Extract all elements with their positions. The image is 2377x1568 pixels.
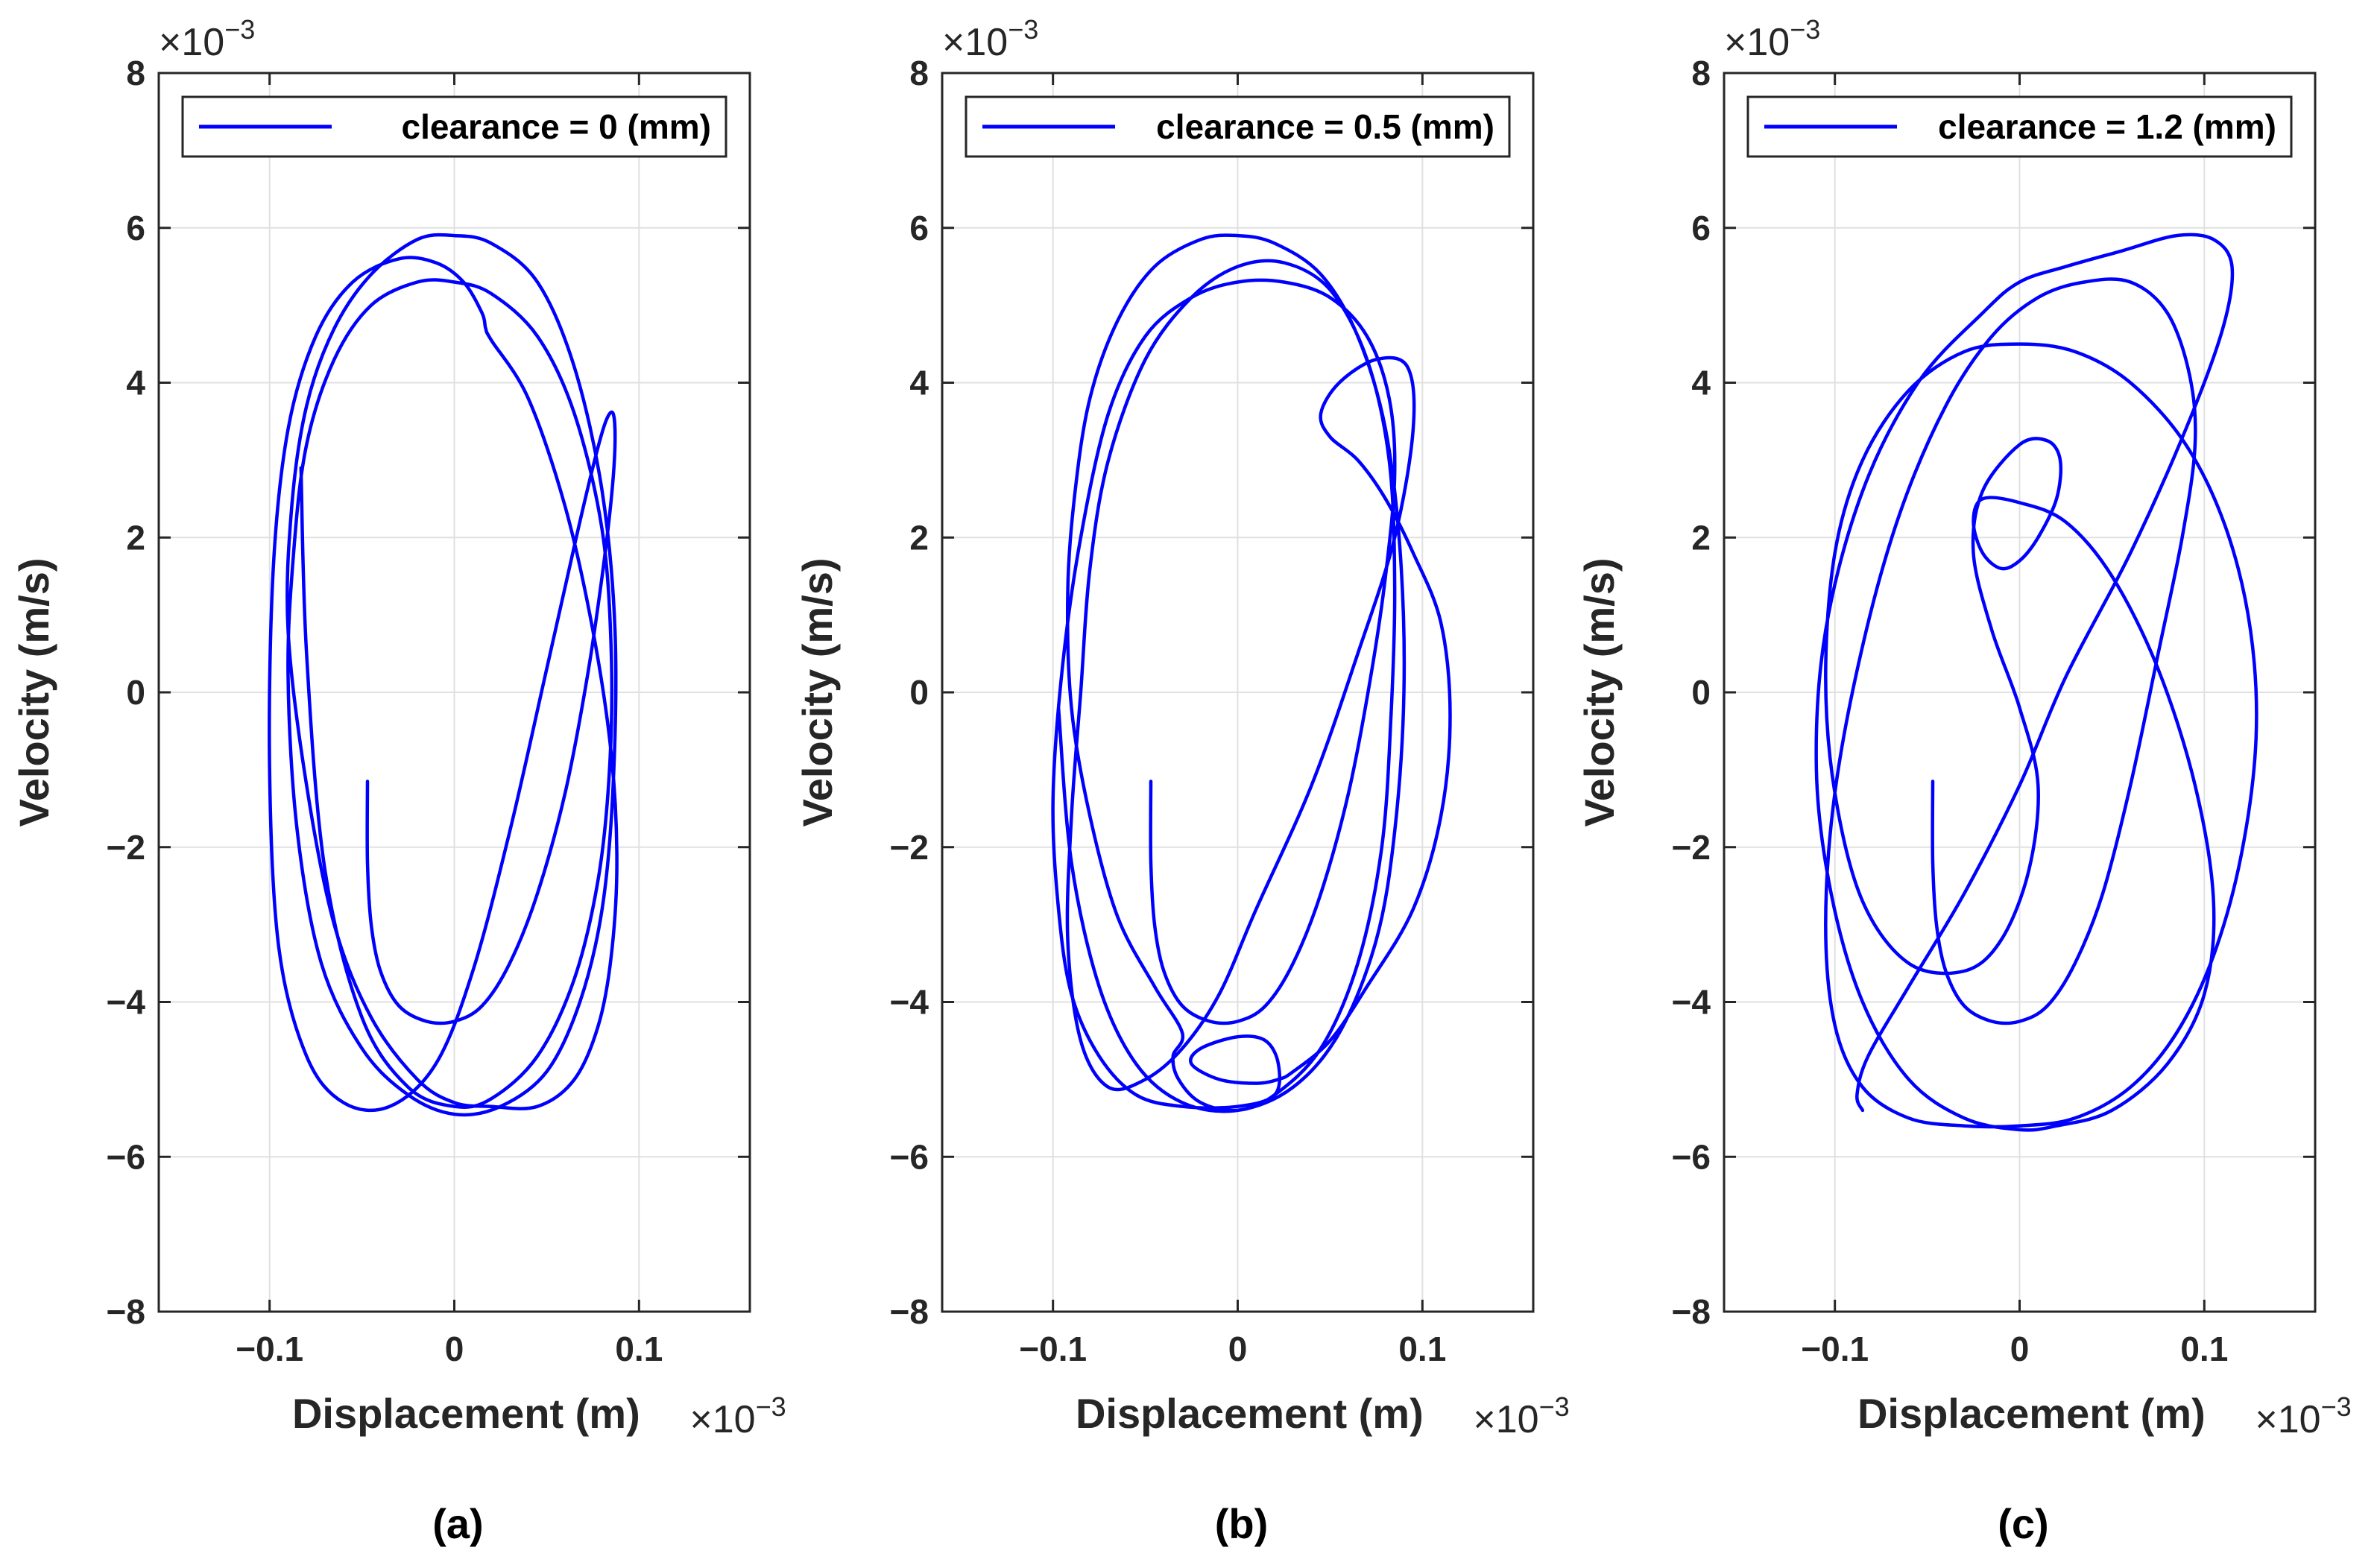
y-axis-label: Velocity (m/s): [1576, 557, 1623, 826]
y-axis-label: Velocity (m/s): [794, 557, 841, 826]
legend-entry-label: clearance = 1.2 (mm): [1938, 107, 2276, 146]
legend-entry-label: clearance = 0.5 (mm): [1156, 107, 1494, 146]
y-tick-label: 0: [909, 673, 929, 712]
y-tick-label: −4: [1672, 983, 1711, 1022]
y-tick-label: −2: [107, 828, 145, 867]
phase-trajectory-series-1: [268, 233, 619, 1117]
y-tick-label: 4: [126, 364, 145, 402]
legend: clearance = 1.2 (mm): [1746, 95, 2293, 158]
x-tick-label: −0.1: [236, 1330, 303, 1368]
x-axis-multiplier: ×10−3: [1473, 1391, 1569, 1441]
x-tick-label: 0.1: [615, 1330, 663, 1368]
x-tick-label: 0: [445, 1330, 464, 1368]
y-axis-multiplier-exponent: −3: [1008, 14, 1038, 45]
x-axis-multiplier-exponent: −3: [2321, 1391, 2352, 1422]
y-tick-label: −4: [107, 983, 146, 1022]
subplot-caption: (b): [1215, 1500, 1269, 1547]
y-tick-label: 2: [126, 518, 145, 557]
x-tick-label: −0.1: [1019, 1330, 1087, 1368]
phase-trajectory-series-1: [1814, 233, 2258, 1132]
x-axis-label: Displacement (m): [292, 1390, 640, 1437]
y-axis-multiplier: ×10−3: [942, 14, 1038, 64]
y-tick-label: 0: [1691, 673, 1711, 712]
y-tick-label: −4: [890, 983, 929, 1022]
subplot-caption: (c): [1998, 1500, 2048, 1547]
y-axis-multiplier-exponent: −3: [224, 14, 255, 45]
y-tick-label: −6: [107, 1137, 145, 1176]
y-tick-label: 0: [126, 673, 145, 712]
x-axis-multiplier-exponent: −3: [1539, 1391, 1570, 1422]
y-tick-label: 2: [909, 518, 929, 557]
legend-box: [1746, 95, 2293, 158]
subplot-caption: (a): [432, 1500, 483, 1547]
legend-box: [965, 95, 1511, 158]
y-tick-label: 8: [909, 54, 929, 92]
subplot-1: −0.1 0 0.1 −8 −6 −4 −2 0 2 4 6 8 ×10−3 Displacement (…: [10, 14, 786, 1547]
y-tick-label: −6: [890, 1137, 929, 1176]
x-axis-multiplier: ×10−3: [689, 1391, 786, 1441]
legend: clearance = 0 (mm): [181, 95, 727, 158]
y-tick-label: 4: [909, 364, 929, 402]
y-axis-multiplier: ×10−3: [159, 14, 255, 64]
x-tick-label: 0: [2010, 1330, 2030, 1368]
y-tick-label: 4: [1691, 364, 1711, 402]
legend-entry-label: clearance = 0 (mm): [401, 107, 711, 146]
y-tick-label: 6: [1691, 209, 1711, 247]
y-tick-label: −2: [890, 828, 929, 867]
y-axis-multiplier: ×10−3: [1724, 14, 1820, 64]
x-axis-label: Displacement (m): [1857, 1390, 2206, 1437]
y-axis-multiplier-exponent: −3: [1790, 14, 1820, 45]
x-axis-label: Displacement (m): [1076, 1390, 1424, 1437]
y-tick-label: 8: [1691, 54, 1711, 92]
x-axis-multiplier-exponent: −3: [756, 1391, 786, 1422]
x-axis-multiplier: ×10−3: [2255, 1391, 2351, 1441]
legend: clearance = 0.5 (mm): [965, 95, 1511, 158]
y-tick-label: −2: [1672, 828, 1711, 867]
y-tick-label: −8: [890, 1292, 929, 1331]
y-tick-label: 6: [126, 209, 145, 247]
y-axis-label: Velocity (m/s): [10, 557, 57, 826]
y-tick-label: −8: [1672, 1292, 1711, 1331]
y-tick-label: 2: [1691, 518, 1711, 557]
x-tick-label: −0.1: [1801, 1330, 1869, 1368]
y-tick-label: −8: [107, 1292, 145, 1331]
x-tick-label: 0: [1228, 1330, 1248, 1368]
subplot-2: −0.1 0 0.1 −8 −6 −4 −2 0 2 4 6 8 ×10−3 Displacement (…: [794, 14, 1570, 1547]
x-tick-label: 0.1: [2180, 1330, 2228, 1368]
phase-trajectory-series-1: [1051, 233, 1452, 1113]
y-tick-label: 8: [126, 54, 145, 92]
y-tick-label: −6: [1672, 1137, 1711, 1176]
y-tick-label: 6: [909, 209, 929, 247]
x-tick-label: 0.1: [1398, 1330, 1446, 1368]
subplot-3: −0.1 0 0.1 −8 −6 −4 −2 0 2 4 6 8 ×10−3 Displacement (…: [1576, 14, 2352, 1547]
